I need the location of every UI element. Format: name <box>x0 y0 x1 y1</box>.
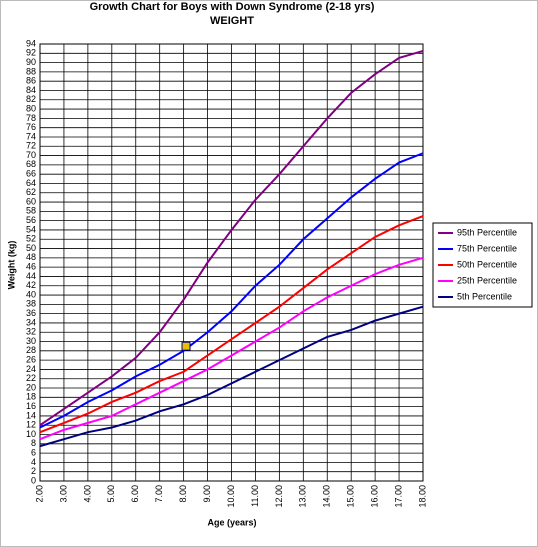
y-tick-label: 62 <box>26 187 36 197</box>
legend-label: 75th Percentile <box>457 243 517 253</box>
x-tick-label: 4.00 <box>82 485 92 503</box>
legend-label: 5th Percentile <box>457 291 512 301</box>
y-tick-label: 14 <box>26 410 36 420</box>
y-tick-label: 36 <box>26 308 36 318</box>
x-tick-label: 8.00 <box>178 485 188 503</box>
y-tick-label: 22 <box>26 373 36 383</box>
y-tick-label: 82 <box>26 94 36 104</box>
y-tick-label: 32 <box>26 327 36 337</box>
y-tick-label: 40 <box>26 289 36 299</box>
y-tick-label: 34 <box>26 317 36 327</box>
series-line <box>39 50 424 427</box>
y-tick-label: 16 <box>26 401 36 411</box>
x-tick-label: 16.00 <box>370 485 380 508</box>
x-tick-label: 7.00 <box>154 485 164 503</box>
y-tick-label: 10 <box>26 429 36 439</box>
y-tick-label: 90 <box>26 57 36 67</box>
y-tick-label: 60 <box>26 196 36 206</box>
x-tick-label: 17.00 <box>393 485 403 508</box>
x-tick-label: 5.00 <box>106 485 116 503</box>
y-tick-label: 18 <box>26 392 36 402</box>
series-line <box>39 305 424 448</box>
x-tick-label: 14.00 <box>322 485 332 508</box>
y-tick-label: 6 <box>31 447 36 457</box>
x-tick-label: 10.00 <box>226 485 236 508</box>
y-tick-label: 88 <box>26 66 36 76</box>
y-tick-label: 30 <box>26 336 36 346</box>
y-tick-label: 52 <box>26 234 36 244</box>
y-tick-label: 84 <box>26 85 36 95</box>
y-tick-label: 2 <box>31 466 36 476</box>
y-tick-label: 58 <box>26 206 36 216</box>
x-tick-label: 3.00 <box>58 485 68 503</box>
x-tick-label: 18.00 <box>417 485 427 508</box>
y-tick-label: 28 <box>26 345 36 355</box>
y-tick-label: 80 <box>26 103 36 113</box>
y-axis-label: Weight (kg) <box>6 241 16 290</box>
legend-label: 25th Percentile <box>457 275 517 285</box>
legend-label: 95th Percentile <box>457 227 517 237</box>
highlight-marker <box>181 341 191 351</box>
y-tick-label: 24 <box>26 364 36 374</box>
y-tick-label: 50 <box>26 243 36 253</box>
y-tick-label: 66 <box>26 169 36 179</box>
x-tick-label: 11.00 <box>250 485 260 507</box>
y-tick-label: 0 <box>31 475 36 485</box>
y-tick-label: 64 <box>26 178 36 188</box>
y-tick-label: 78 <box>26 113 36 123</box>
y-tick-label: 72 <box>26 141 36 151</box>
series-line <box>39 152 424 429</box>
y-tick-label: 68 <box>26 159 36 169</box>
x-tick-label: 12.00 <box>274 485 284 508</box>
y-tick-label: 76 <box>26 122 36 132</box>
y-tick-label: 44 <box>26 271 36 281</box>
y-tick-label: 4 <box>31 457 36 467</box>
y-tick-label: 94 <box>26 38 36 48</box>
y-tick-label: 12 <box>26 420 36 430</box>
x-axis-label: Age (years) <box>207 517 256 527</box>
y-tick-label: 56 <box>26 215 36 225</box>
x-tick-label: 15.00 <box>346 485 356 508</box>
legend-label: 50th Percentile <box>457 259 517 269</box>
y-tick-label: 8 <box>31 438 36 448</box>
y-tick-label: 48 <box>26 252 36 262</box>
chart-title: Growth Chart for Boys with Down Syndrome… <box>90 1 375 13</box>
y-tick-label: 70 <box>26 150 36 160</box>
x-tick-label: 2.00 <box>34 485 44 503</box>
y-tick-label: 26 <box>26 355 36 365</box>
x-tick-label: 13.00 <box>298 485 308 508</box>
y-tick-label: 46 <box>26 262 36 272</box>
y-tick-label: 42 <box>26 280 36 290</box>
y-tick-label: 92 <box>26 48 36 58</box>
series-line <box>39 215 424 434</box>
y-tick-label: 86 <box>26 76 36 86</box>
x-tick-label: 6.00 <box>130 485 140 503</box>
y-tick-label: 54 <box>26 224 36 234</box>
series-line <box>39 256 424 441</box>
y-tick-label: 20 <box>26 382 36 392</box>
chart-subtitle: WEIGHT <box>210 15 254 27</box>
y-tick-label: 74 <box>26 131 36 141</box>
x-tick-label: 9.00 <box>202 485 212 503</box>
y-tick-label: 38 <box>26 299 36 309</box>
